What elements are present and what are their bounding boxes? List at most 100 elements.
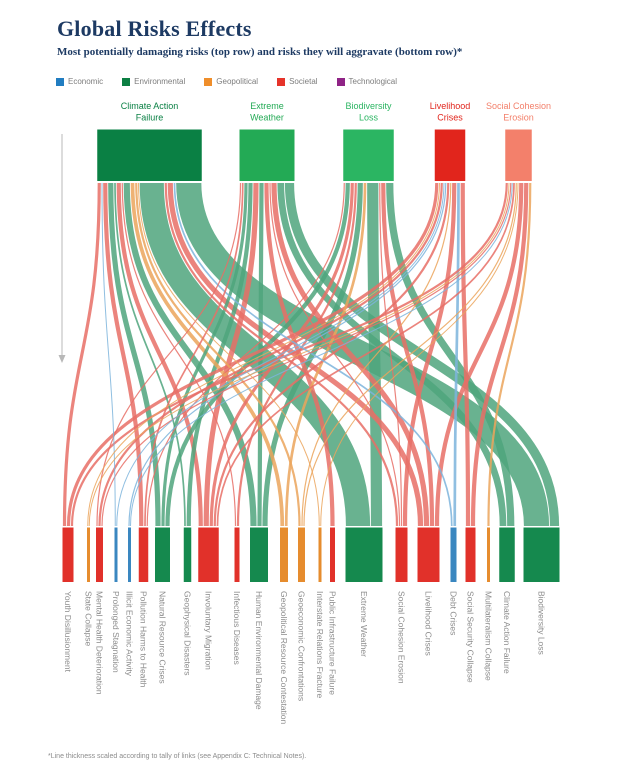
legend-label-environmental: Environmental — [134, 77, 186, 86]
flow-ribbon-extreme-weather--geophysical-disasters — [186, 182, 253, 527]
bottom-node-label-biodiversity-loss-b: Biodiversity Loss — [537, 591, 547, 655]
bottom-node-label-illicit-economic-activity: Illicit Economic Activity — [125, 591, 135, 677]
legend-label-economic: Economic — [68, 77, 104, 86]
top-node-social-cohesion-erosion — [505, 129, 532, 181]
legend-item-technological: Technological — [336, 77, 398, 86]
flow-ribbon-climate-action-failure--geophysical-disasters — [114, 182, 186, 527]
flow-ribbon-livelihood-crises--mental-health-deterioration — [98, 182, 443, 527]
top-node-livelihood-crises — [434, 129, 466, 181]
flow-ribbon-extreme-weather--natural-resource-crises — [161, 182, 248, 527]
bottom-node-label-infectious-diseases: Infectious Diseases — [232, 591, 242, 665]
flow-ribbons — [62, 182, 560, 527]
flow-ribbon-biodiversity-loss--infectious-diseases — [236, 182, 357, 527]
flow-ribbon-social-cohesion-erosion--illicit-economic-activity — [130, 182, 513, 527]
flow-ribbon-biodiversity-loss--extreme-weather-b — [367, 182, 383, 527]
flow-ribbon-climate-action-failure--geoeconomic-confrontations — [135, 182, 301, 527]
bottom-node-label-natural-resource-crises: Natural Resource Crises — [158, 591, 168, 684]
flow-ribbon-social-cohesion-erosion--livelihood-crises-b — [434, 182, 524, 527]
legend-item-economic: Economic — [56, 77, 103, 86]
bottom-node-illicit-economic-activity — [128, 527, 131, 582]
flow-direction-arrow — [58, 134, 66, 363]
bottom-node-label-prolonged-stagnation: Prolonged Stagnation — [111, 591, 121, 673]
bottom-node-prolonged-stagnation — [114, 527, 118, 582]
flow-ribbon-social-cohesion-erosion--interstate-relations-fracture — [320, 182, 519, 527]
flow-ribbon-climate-action-failure--biodiversity-loss-b — [176, 182, 550, 527]
top-nodes: Climate Action Failure Extreme Weather Biodi… — [97, 101, 551, 181]
flow-ribbon-biodiversity-loss--natural-resource-crises — [165, 182, 350, 527]
bottom-node-infectious-diseases — [234, 527, 240, 582]
bottom-node-label-social-security-collapse: Social Security Collapse — [466, 591, 476, 683]
bottom-node-youth-disillusionment — [62, 527, 74, 582]
flow-ribbon-climate-action-failure--human-environmental-damage — [123, 182, 257, 527]
legend-swatch-environmental — [122, 77, 131, 86]
flow-ribbon-extreme-weather--mental-health-deterioration — [96, 182, 242, 527]
legend-label-technological: Technological — [348, 77, 398, 86]
top-node-label-climate-action-failure: Climate Action Failure — [121, 101, 179, 123]
bottom-node-label-public-infrastructure-failure: Public Infrastructure Failure — [328, 591, 338, 695]
top-node-label-biodiversity-loss: Biodiversity Loss — [345, 101, 392, 123]
bottom-node-geoeconomic-confrontations — [298, 527, 305, 582]
flow-ribbon-livelihood-crises--social-cohesion-erosion-b — [402, 182, 457, 527]
bottom-node-label-state-collapse: State Collapse — [84, 591, 94, 647]
bottom-node-state-collapse — [87, 527, 90, 582]
bottom-node-geopolitical-resource-contestation — [280, 527, 288, 582]
bottom-node-climate-action-failure-b — [499, 527, 515, 582]
flow-ribbon-livelihood-crises--social-security-collapse — [460, 182, 471, 527]
bottom-node-label-interstate-relations-fracture: Interstate Relations Fracture — [315, 591, 325, 699]
legend-label-geopolitical: Geopolitical — [216, 77, 259, 86]
bottom-node-livelihood-crises-b — [417, 527, 440, 582]
flow-ribbon-social-cohesion-erosion--multilateralism-collapse — [487, 182, 532, 527]
flow-ribbon-climate-action-failure--interstate-relations-fracture — [138, 182, 320, 527]
bottom-node-label-involuntary-migration: Involuntary Migration — [204, 591, 214, 670]
top-node-biodiversity-loss — [343, 129, 394, 181]
flow-ribbon-livelihood-crises--state-collapse — [87, 182, 440, 527]
flow-ribbon-climate-action-failure--debt-crises — [173, 182, 453, 527]
bottom-node-mental-health-deterioration — [96, 527, 103, 582]
flow-ribbon-livelihood-crises--debt-crises — [453, 182, 460, 527]
bottom-node-biodiversity-loss-b — [523, 527, 560, 582]
bottom-node-debt-crises — [450, 527, 457, 582]
bottom-node-multilateralism-collapse — [487, 527, 490, 582]
bottom-node-label-multilateralism-collapse: Multilateralism Collapse — [484, 591, 494, 681]
bottom-node-label-pollution-harms-to-health: Pollution Harms to Health — [139, 591, 149, 688]
bottom-node-label-extreme-weather-b: Extreme Weather — [359, 591, 369, 657]
bottom-node-social-cohesion-erosion-b — [395, 527, 408, 582]
bottom-node-social-security-collapse — [465, 527, 476, 582]
flow-ribbon-social-cohesion-erosion--mental-health-deterioration — [101, 182, 512, 527]
bottom-node-label-geoeconomic-confrontations: Geoeconomic Confrontations — [297, 591, 307, 701]
legend-swatch-societal — [277, 77, 286, 86]
bottom-node-label-mental-health-deterioration: Mental Health Deterioration — [95, 591, 105, 695]
flow-ribbon-livelihood-crises--illicit-economic-activity — [128, 182, 447, 527]
flow-ribbon-biodiversity-loss--pollution-harms-to-health — [146, 182, 345, 527]
bottom-node-label-livelihood-crises-b: Livelihood Crises — [424, 591, 434, 656]
flow-ribbon-climate-action-failure--pollution-harms-to-health — [103, 182, 144, 527]
flow-ribbon-social-cohesion-erosion--geoeconomic-confrontations — [303, 182, 517, 527]
flow-ribbon-biodiversity-loss--livelihood-crises-b — [381, 182, 435, 527]
flow-ribbon-livelihood-crises--involuntary-migration — [213, 182, 450, 527]
flow-ribbon-climate-action-failure--involuntary-migration — [116, 182, 203, 527]
bottom-node-label-youth-disillusionment: Youth Disillusionment — [63, 591, 73, 673]
top-node-label-social-cohesion-erosion: Social Cohesion Erosion — [486, 101, 551, 123]
flow-ribbon-biodiversity-loss--social-cohesion-erosion-b — [379, 182, 403, 527]
top-node-extreme-weather — [239, 129, 295, 181]
flow-ribbon-extreme-weather--involuntary-migration — [203, 182, 259, 527]
bottom-node-pollution-harms-to-health — [138, 527, 149, 582]
flow-ribbon-extreme-weather--livelihood-crises-b — [271, 182, 430, 527]
flow-ribbon-climate-action-failure--geopolitical-resource-contestation — [130, 182, 285, 527]
top-node-label-livelihood-crises: Livelihood Crises — [430, 101, 471, 123]
footnote: *Line thickness scaled according to tall… — [48, 753, 307, 760]
bottom-node-interstate-relations-fracture — [318, 527, 322, 582]
bottom-node-label-social-cohesion-erosion-b: Social Cohesion Erosion — [397, 591, 407, 684]
flow-ribbon-climate-action-failure--prolonged-stagnation — [101, 182, 116, 527]
flow-ribbon-climate-action-failure--natural-resource-crises — [108, 182, 161, 527]
bottom-node-label-human-environmental-damage: Human Environmental Damage — [254, 591, 264, 710]
flow-ribbon-extreme-weather--social-cohesion-erosion-b — [269, 182, 401, 527]
flow-ribbon-social-cohesion-erosion--youth-disillusionment — [70, 182, 508, 527]
legend-item-societal: Societal — [277, 77, 318, 86]
legend-label-societal: Societal — [289, 77, 318, 86]
flow-ribbon-livelihood-crises--prolonged-stagnation — [116, 182, 445, 527]
flow-ribbon-social-cohesion-erosion--social-security-collapse — [470, 182, 529, 527]
page-subtitle: Most potentially damaging risks (top row… — [57, 46, 463, 58]
